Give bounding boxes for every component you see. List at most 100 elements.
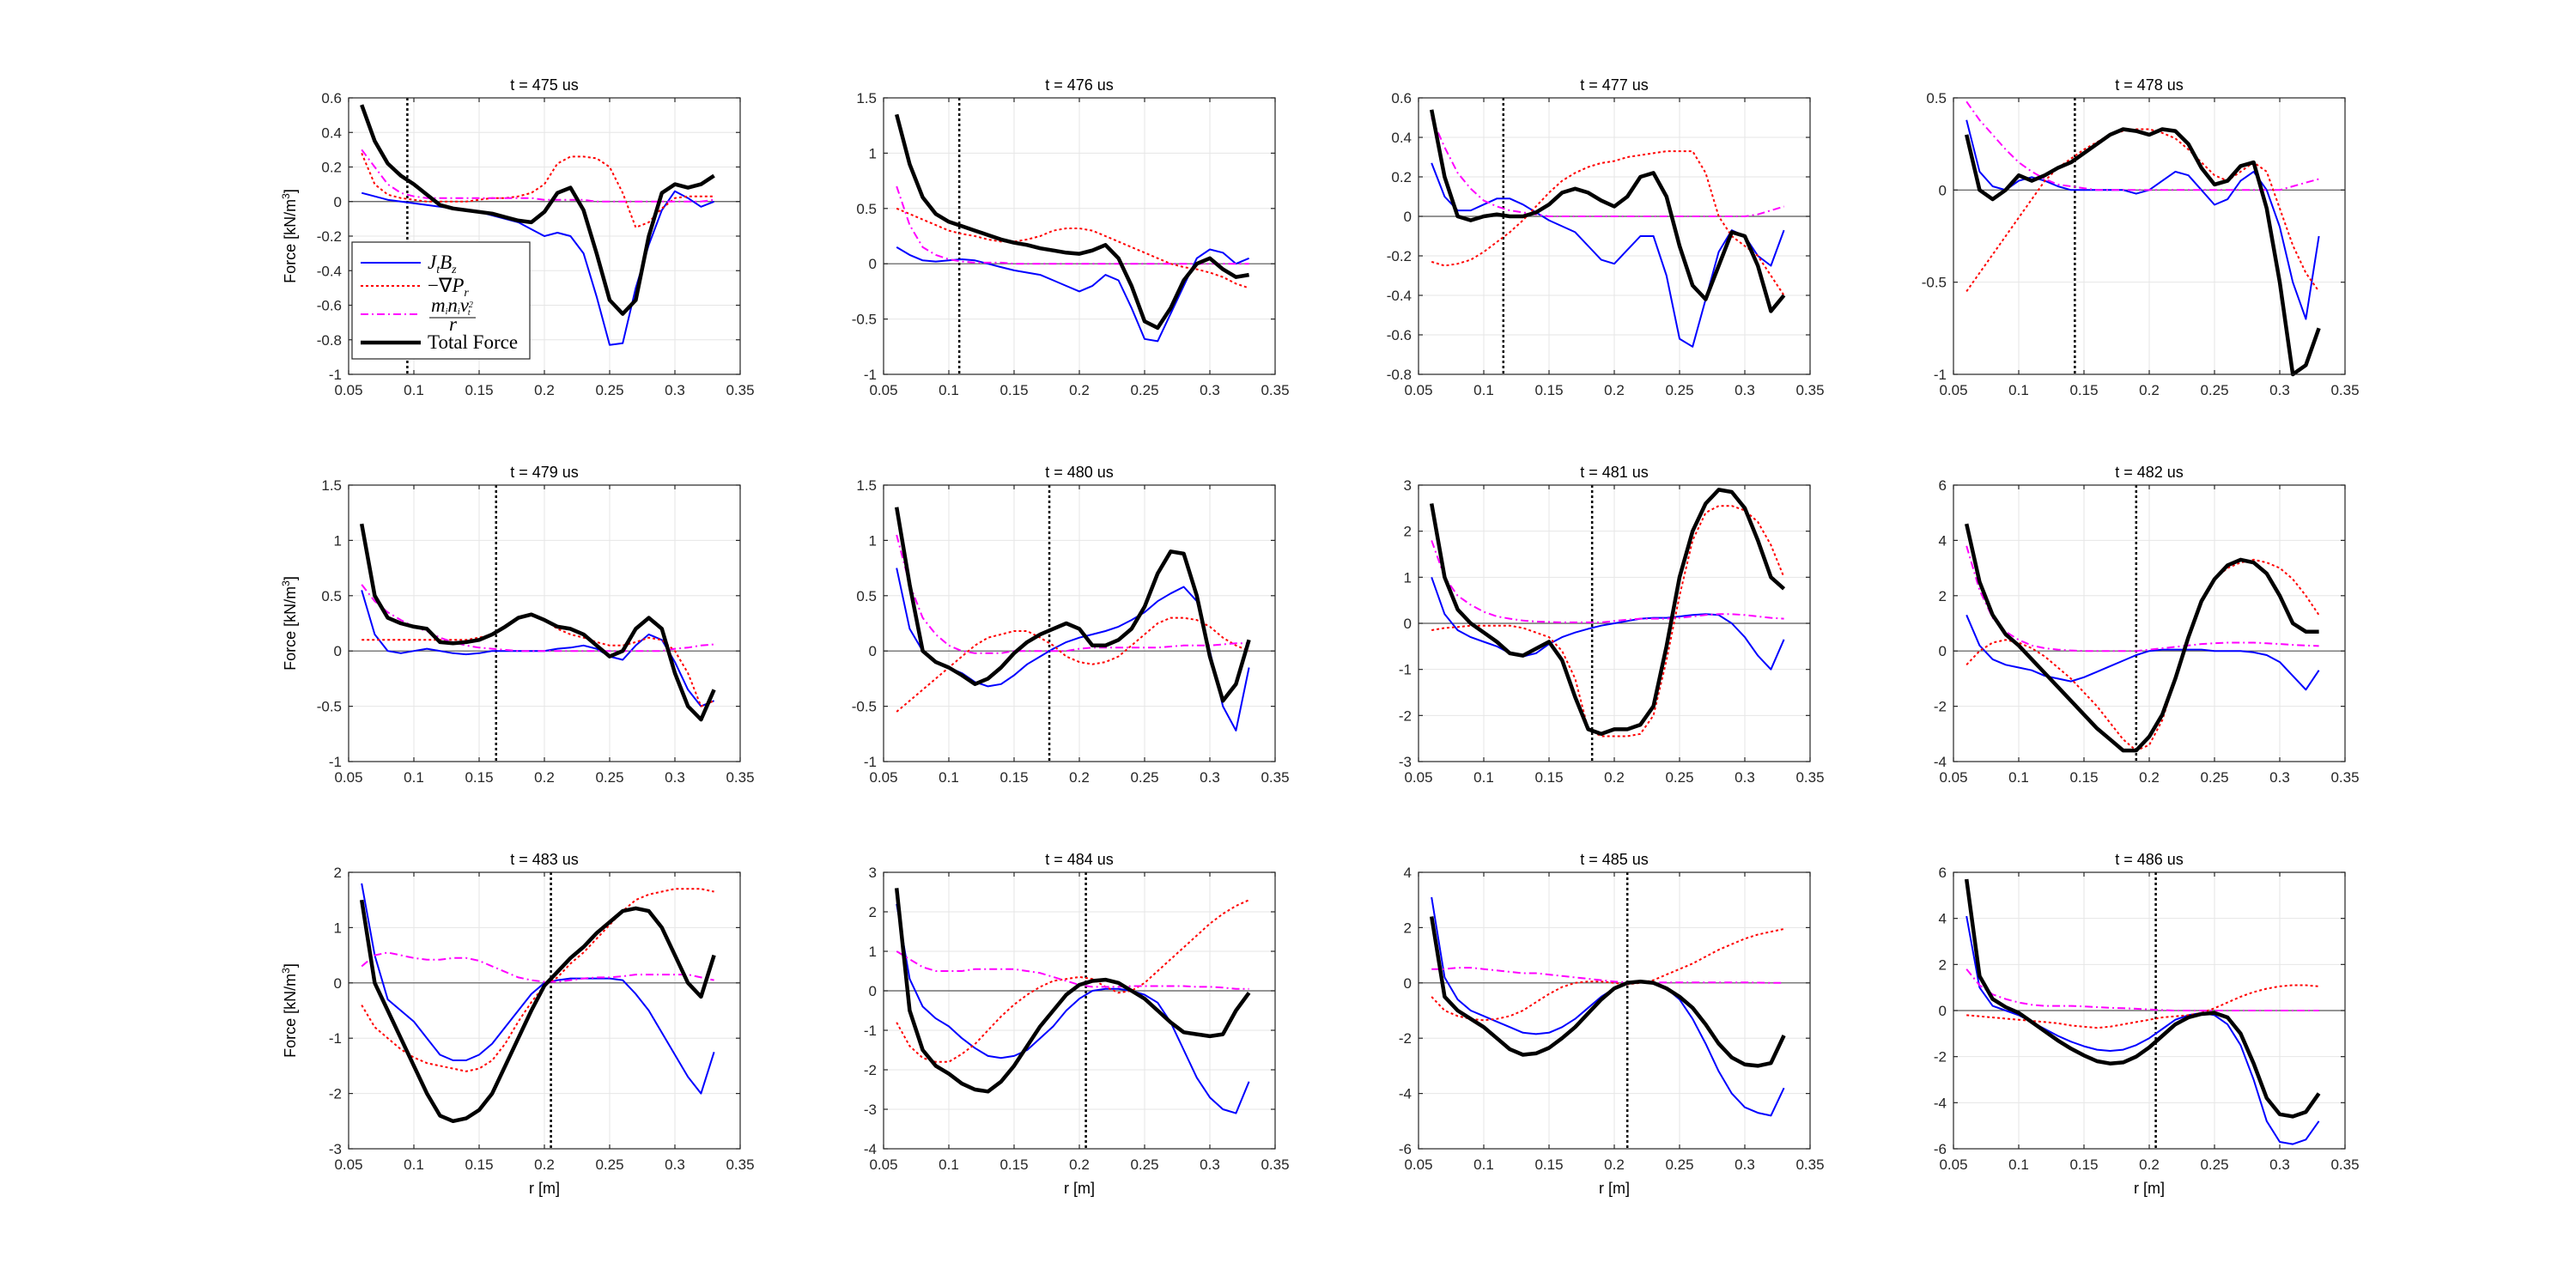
x-tick-label: 0.1 — [1473, 382, 1494, 398]
panel-3: 0.05 0.1 0.15 0.2 0.25 0.3 0.35 -0.8 -0.6 -0.4 -0.… — [1387, 76, 1825, 398]
x-tick-label: 0.15 — [465, 1157, 493, 1173]
x-tick-label: 0.35 — [726, 382, 754, 398]
series-line-gradp — [1431, 150, 1785, 296]
panel-11: 0.05 0.1 0.15 0.2 0.25 0.3 0.35 -6 -4 -2 0 2 4 t = 48… — [1399, 851, 1825, 1197]
x-tick-label: 0.15 — [1534, 769, 1563, 786]
x-tick-label: 0.35 — [1261, 769, 1289, 786]
legend-label-jtbz: JtBz — [428, 252, 457, 276]
y-tick-label: -1 — [329, 754, 342, 770]
y-axis-label: Force [kN/m3] — [280, 963, 299, 1058]
x-tick-label: 0.1 — [2008, 382, 2029, 398]
x-tick-label: 0.2 — [1069, 382, 1090, 398]
x-tick-label: 0.05 — [1939, 769, 1967, 786]
x-tick-label: 0.1 — [404, 769, 424, 786]
y-tick-label: 1 — [869, 145, 877, 161]
y-tick-label: 0 — [334, 643, 342, 659]
x-tick-label: 0.1 — [939, 1157, 959, 1173]
y-tick-label: -2 — [1934, 699, 1947, 715]
x-tick-label: 0.1 — [939, 769, 959, 786]
x-tick-label: 0.3 — [1735, 382, 1755, 398]
panel-4: 0.05 0.1 0.15 0.2 0.25 0.3 0.35 -1 -0.5 0 0.5 t = 4… — [1922, 76, 2360, 398]
x-tick-label: 0.15 — [1534, 382, 1563, 398]
x-tick-label: 0.25 — [1665, 769, 1693, 786]
x-tick-label: 0.3 — [665, 1157, 685, 1173]
y-tick-label: 0.5 — [321, 588, 342, 604]
x-tick-label: 0.3 — [1735, 769, 1755, 786]
x-tick-label: 0.2 — [1604, 1157, 1625, 1173]
series-line-total — [894, 507, 1251, 703]
x-tick-label: 0.35 — [2330, 1157, 2359, 1173]
y-tick-label: 4 — [1939, 532, 1947, 549]
legend-box — [351, 241, 531, 360]
x-tick-label: 0.2 — [534, 769, 555, 786]
y-tick-label: 1 — [869, 532, 877, 549]
series-line-gradp — [1965, 558, 2320, 752]
x-tick-label: 0.25 — [1130, 1157, 1158, 1173]
y-axis-label: Force [kN/m3] — [280, 576, 299, 671]
x-tick-label: 0.2 — [1604, 382, 1625, 398]
y-tick-label: 0.5 — [1926, 90, 1947, 106]
x-tick-label: 0.05 — [869, 1157, 897, 1173]
x-tick-label: 0.3 — [1200, 1157, 1220, 1173]
legend-label-centrifugal: miniv2 t — [431, 294, 473, 318]
x-tick-label: 0.25 — [595, 769, 623, 786]
y-tick-label: -0.5 — [317, 699, 342, 715]
x-tick-label: 0.1 — [404, 382, 424, 398]
y-tick-label: -4 — [1934, 1095, 1947, 1111]
series-line-centrifugal — [896, 534, 1249, 654]
legend-label-gradp: −∇Pr — [428, 275, 469, 300]
y-tick-label: -4 — [1399, 1086, 1412, 1102]
y-tick-label: 0 — [1404, 975, 1412, 992]
series-line-centrifugal — [361, 584, 714, 653]
x-tick-label: 0.15 — [1534, 1157, 1563, 1173]
panel-title: t = 475 us — [510, 76, 579, 94]
panel-title: t = 476 us — [1045, 76, 1114, 94]
y-tick-label: -4 — [1934, 754, 1947, 770]
x-tick-label: 0.05 — [334, 382, 362, 398]
series-line-total — [895, 113, 1249, 331]
x-tick-label: 0.15 — [2069, 382, 2098, 398]
y-tick-label: 2 — [334, 865, 342, 881]
y-tick-label: -1 — [329, 1030, 342, 1047]
x-tick-label: 0.05 — [869, 382, 897, 398]
y-tick-label: -0.5 — [852, 312, 877, 328]
x-tick-label: 0.15 — [465, 769, 493, 786]
x-tick-label: 0.25 — [1665, 382, 1693, 398]
y-tick-label: 2 — [1939, 956, 1947, 973]
y-tick-label: -3 — [1399, 754, 1412, 770]
x-tick-label: 0.35 — [726, 769, 754, 786]
y-tick-label: -0.6 — [317, 298, 342, 314]
series-line-centrifugal — [1431, 540, 1784, 623]
x-tick-label: 0.3 — [665, 769, 685, 786]
y-tick-label: 4 — [1404, 865, 1412, 881]
x-tick-label: 0.2 — [1069, 769, 1090, 786]
series-line-total — [1965, 127, 2321, 377]
series-line-centrifugal — [1431, 967, 1784, 984]
x-tick-label: 0.25 — [595, 1157, 623, 1173]
series-line-jtbz — [896, 903, 1250, 1114]
y-tick-label: -0.8 — [1387, 367, 1412, 383]
y-tick-label: 0.4 — [321, 124, 342, 141]
y-tick-label: 1.5 — [856, 90, 877, 106]
x-tick-label: 0.1 — [1473, 1157, 1494, 1173]
y-tick-label: 0.2 — [1391, 169, 1412, 185]
y-tick-label: -1 — [864, 367, 877, 383]
x-tick-label: 0.05 — [869, 769, 897, 786]
panel-1: 0.05 0.1 0.15 0.2 0.25 0.3 0.35 -1 -0.8 -0.6 -0.4 -… — [280, 76, 755, 398]
series-line-total — [894, 888, 1251, 1094]
y-tick-label: 2 — [869, 904, 877, 920]
x-axis-label: r [m] — [1599, 1180, 1630, 1197]
series-line-gradp — [361, 888, 714, 1072]
series-line-total — [1429, 488, 1786, 737]
panel-title: t = 481 us — [1580, 464, 1649, 481]
y-tick-label: -0.6 — [1387, 327, 1412, 343]
x-tick-label: 0.3 — [2269, 382, 2290, 398]
x-tick-label: 0.35 — [1795, 769, 1824, 786]
y-tick-label: -0.8 — [317, 332, 342, 349]
x-tick-label: 0.2 — [2139, 1157, 2160, 1173]
panel-2: 0.05 0.1 0.15 0.2 0.25 0.3 0.35 -1 -0.5 0 0.5 1 1.5 t… — [852, 76, 1290, 398]
y-tick-label: 0.4 — [1391, 130, 1412, 146]
x-axis-label: r [m] — [2134, 1180, 2165, 1197]
x-tick-label: 0.15 — [999, 382, 1028, 398]
